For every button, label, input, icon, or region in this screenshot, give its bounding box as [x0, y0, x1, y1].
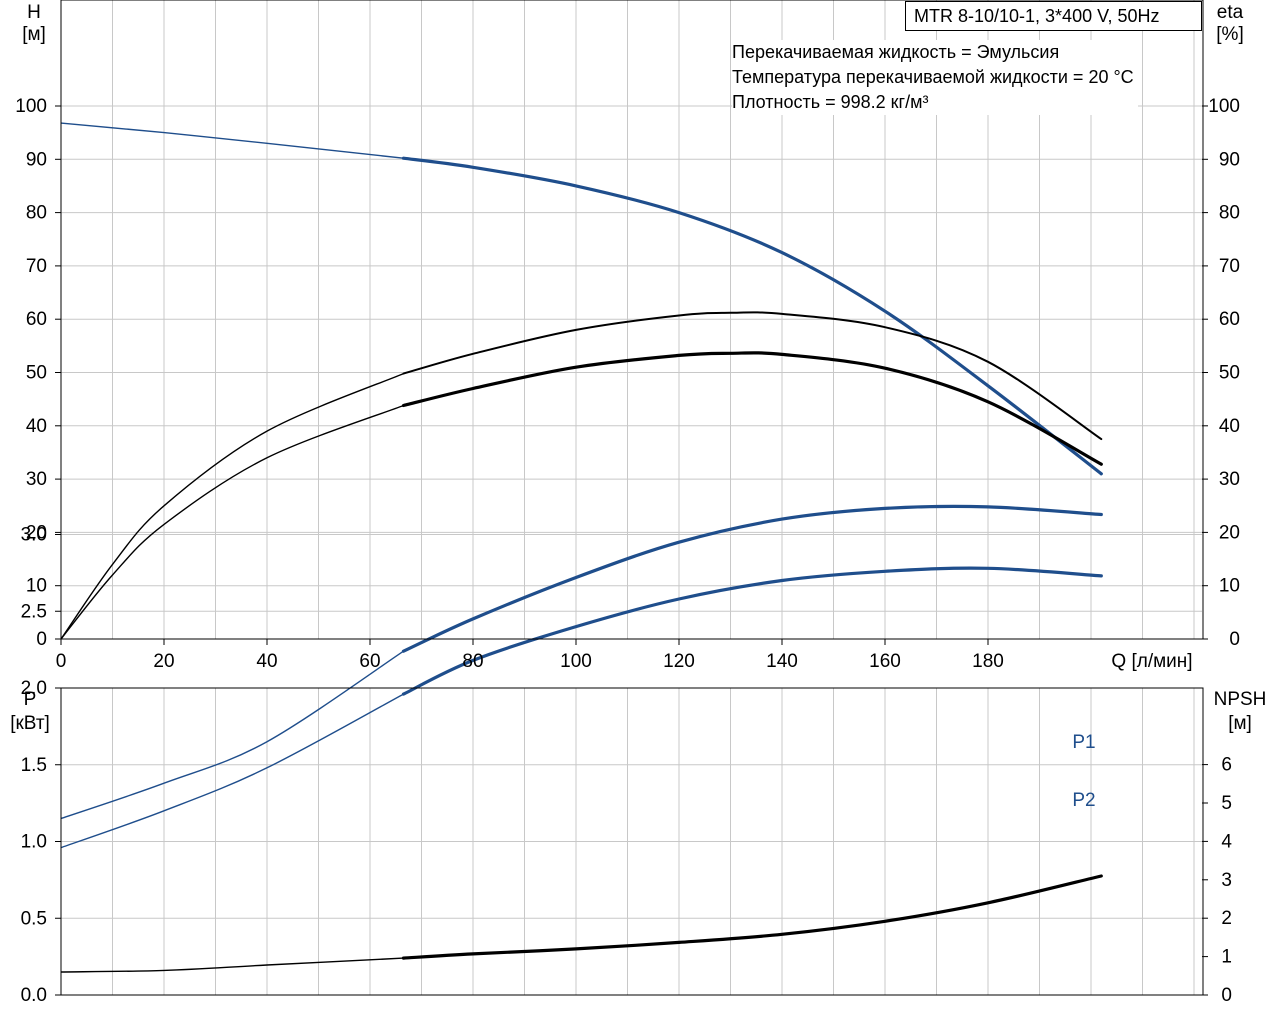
fluid-info-line-2: Температура перекачиваемой жидкости = 20… — [732, 67, 1134, 87]
series-label-p1: P1 — [1072, 732, 1095, 753]
top-y-left-label-2: [м] — [22, 24, 46, 45]
fluid-info: Перекачиваемая жидкость = Эмульсия Темпе… — [732, 40, 1138, 115]
y-tick-label-left: 30 — [26, 469, 47, 490]
h-curve-thin — [60, 122, 404, 159]
y-tick-label-right: 30 — [1219, 469, 1240, 490]
y-tick-label-left: 10 — [26, 576, 47, 597]
bottom-y-right-label-1: NPSH — [1214, 689, 1267, 710]
y-tick-label-left: 0.0 — [21, 985, 47, 1006]
x-tick-label: 60 — [359, 651, 380, 672]
y-tick-label-right: 6 — [1221, 755, 1232, 776]
x-tick-label: 180 — [972, 651, 1004, 672]
p1-curve — [401, 504, 1103, 653]
y-tick-label-right: 40 — [1219, 416, 1240, 437]
top-y-left-label-1: H — [27, 2, 41, 23]
y-tick-label-right: 10 — [1219, 576, 1240, 597]
y-tick-label-left: 60 — [26, 309, 47, 330]
x-tick-label: 20 — [153, 651, 174, 672]
fluid-info-line-1: Перекачиваемая жидкость = Эмульсия — [732, 42, 1060, 62]
p2-curve-thin — [60, 693, 404, 849]
pump-model-label: MTR 8-10/10-1, 3*400 V, 50Hz — [905, 1, 1202, 31]
y-tick-label-left: 20 — [26, 522, 47, 543]
y-tick-label-right: 70 — [1219, 256, 1240, 277]
bottom-y-right-label-2: [м] — [1228, 713, 1252, 734]
y-tick-label-right: 1 — [1221, 947, 1232, 968]
x-tick-label: 80 — [462, 651, 483, 672]
fluid-info-line-3: Плотность = 998.2 кг/м³ — [732, 92, 929, 112]
x-tick-label: 0 — [56, 651, 67, 672]
y-tick-label-right: 50 — [1219, 363, 1240, 384]
y-tick-label-right: 2 — [1221, 908, 1232, 929]
y-tick-label-left: 0.5 — [21, 908, 47, 929]
series-label-p2: P2 — [1072, 790, 1095, 811]
y-tick-label-right: 20 — [1219, 522, 1240, 543]
y-tick-label-right: 90 — [1219, 149, 1240, 170]
y-tick-label-right: 0 — [1229, 629, 1240, 650]
p2-curve — [401, 566, 1103, 696]
y-tick-label-left: 90 — [26, 149, 47, 170]
eta-curve-thin — [60, 372, 404, 640]
y-tick-label-left: 70 — [26, 256, 47, 277]
y-tick-label-right: 0 — [1221, 985, 1232, 1006]
y-tick-label-left: 1.0 — [21, 832, 47, 853]
y-tick-label-left: 0 — [36, 629, 47, 650]
x-tick-label: 140 — [766, 651, 798, 672]
y-tick-label-left: 40 — [26, 416, 47, 437]
grid-top — [61, 0, 1202, 639]
npsh-curve-thin — [60, 957, 404, 973]
y-tick-label-right: 5 — [1221, 793, 1232, 814]
x-tick-label: 100 — [560, 651, 592, 672]
eta2-curve-thin — [60, 404, 404, 640]
x-axis-label: Q [л/мин] — [1111, 651, 1192, 672]
y-tick-label-right: 3 — [1221, 870, 1232, 891]
y-tick-label-right: 100 — [1208, 96, 1240, 117]
x-tick-label: 120 — [663, 651, 695, 672]
y-tick-label-right: 80 — [1219, 203, 1240, 224]
npsh-curve — [401, 874, 1103, 960]
y-tick-label-left: 50 — [26, 363, 47, 384]
y-tick-label-left: 100 — [15, 96, 47, 117]
grid-bottom — [61, 534, 1202, 995]
y-tick-label-left: 2.5 — [21, 601, 47, 622]
bottom-y-left-label-1: P — [24, 689, 37, 710]
y-tick-label-left: 2.0 — [21, 678, 47, 699]
top-y-right-label-2: [%] — [1216, 24, 1243, 45]
y-tick-label-left: 80 — [26, 203, 47, 224]
bottom-y-left-label-2: [кВт] — [10, 713, 50, 734]
h-curve — [401, 156, 1103, 476]
y-tick-label-right: 4 — [1221, 831, 1232, 852]
y-tick-label-left: 3.0 — [21, 525, 47, 546]
eta-curve — [402, 311, 1103, 441]
eta2-curve — [401, 351, 1103, 466]
curves-bottom — [60, 504, 1103, 973]
y-tick-label-left: 1.5 — [21, 755, 47, 776]
x-tick-label: 40 — [256, 651, 277, 672]
x-tick-label: 160 — [869, 651, 901, 672]
curves-top — [60, 122, 1103, 640]
y-tick-label-right: 60 — [1219, 309, 1240, 330]
top-y-right-label-1: eta — [1217, 2, 1244, 23]
